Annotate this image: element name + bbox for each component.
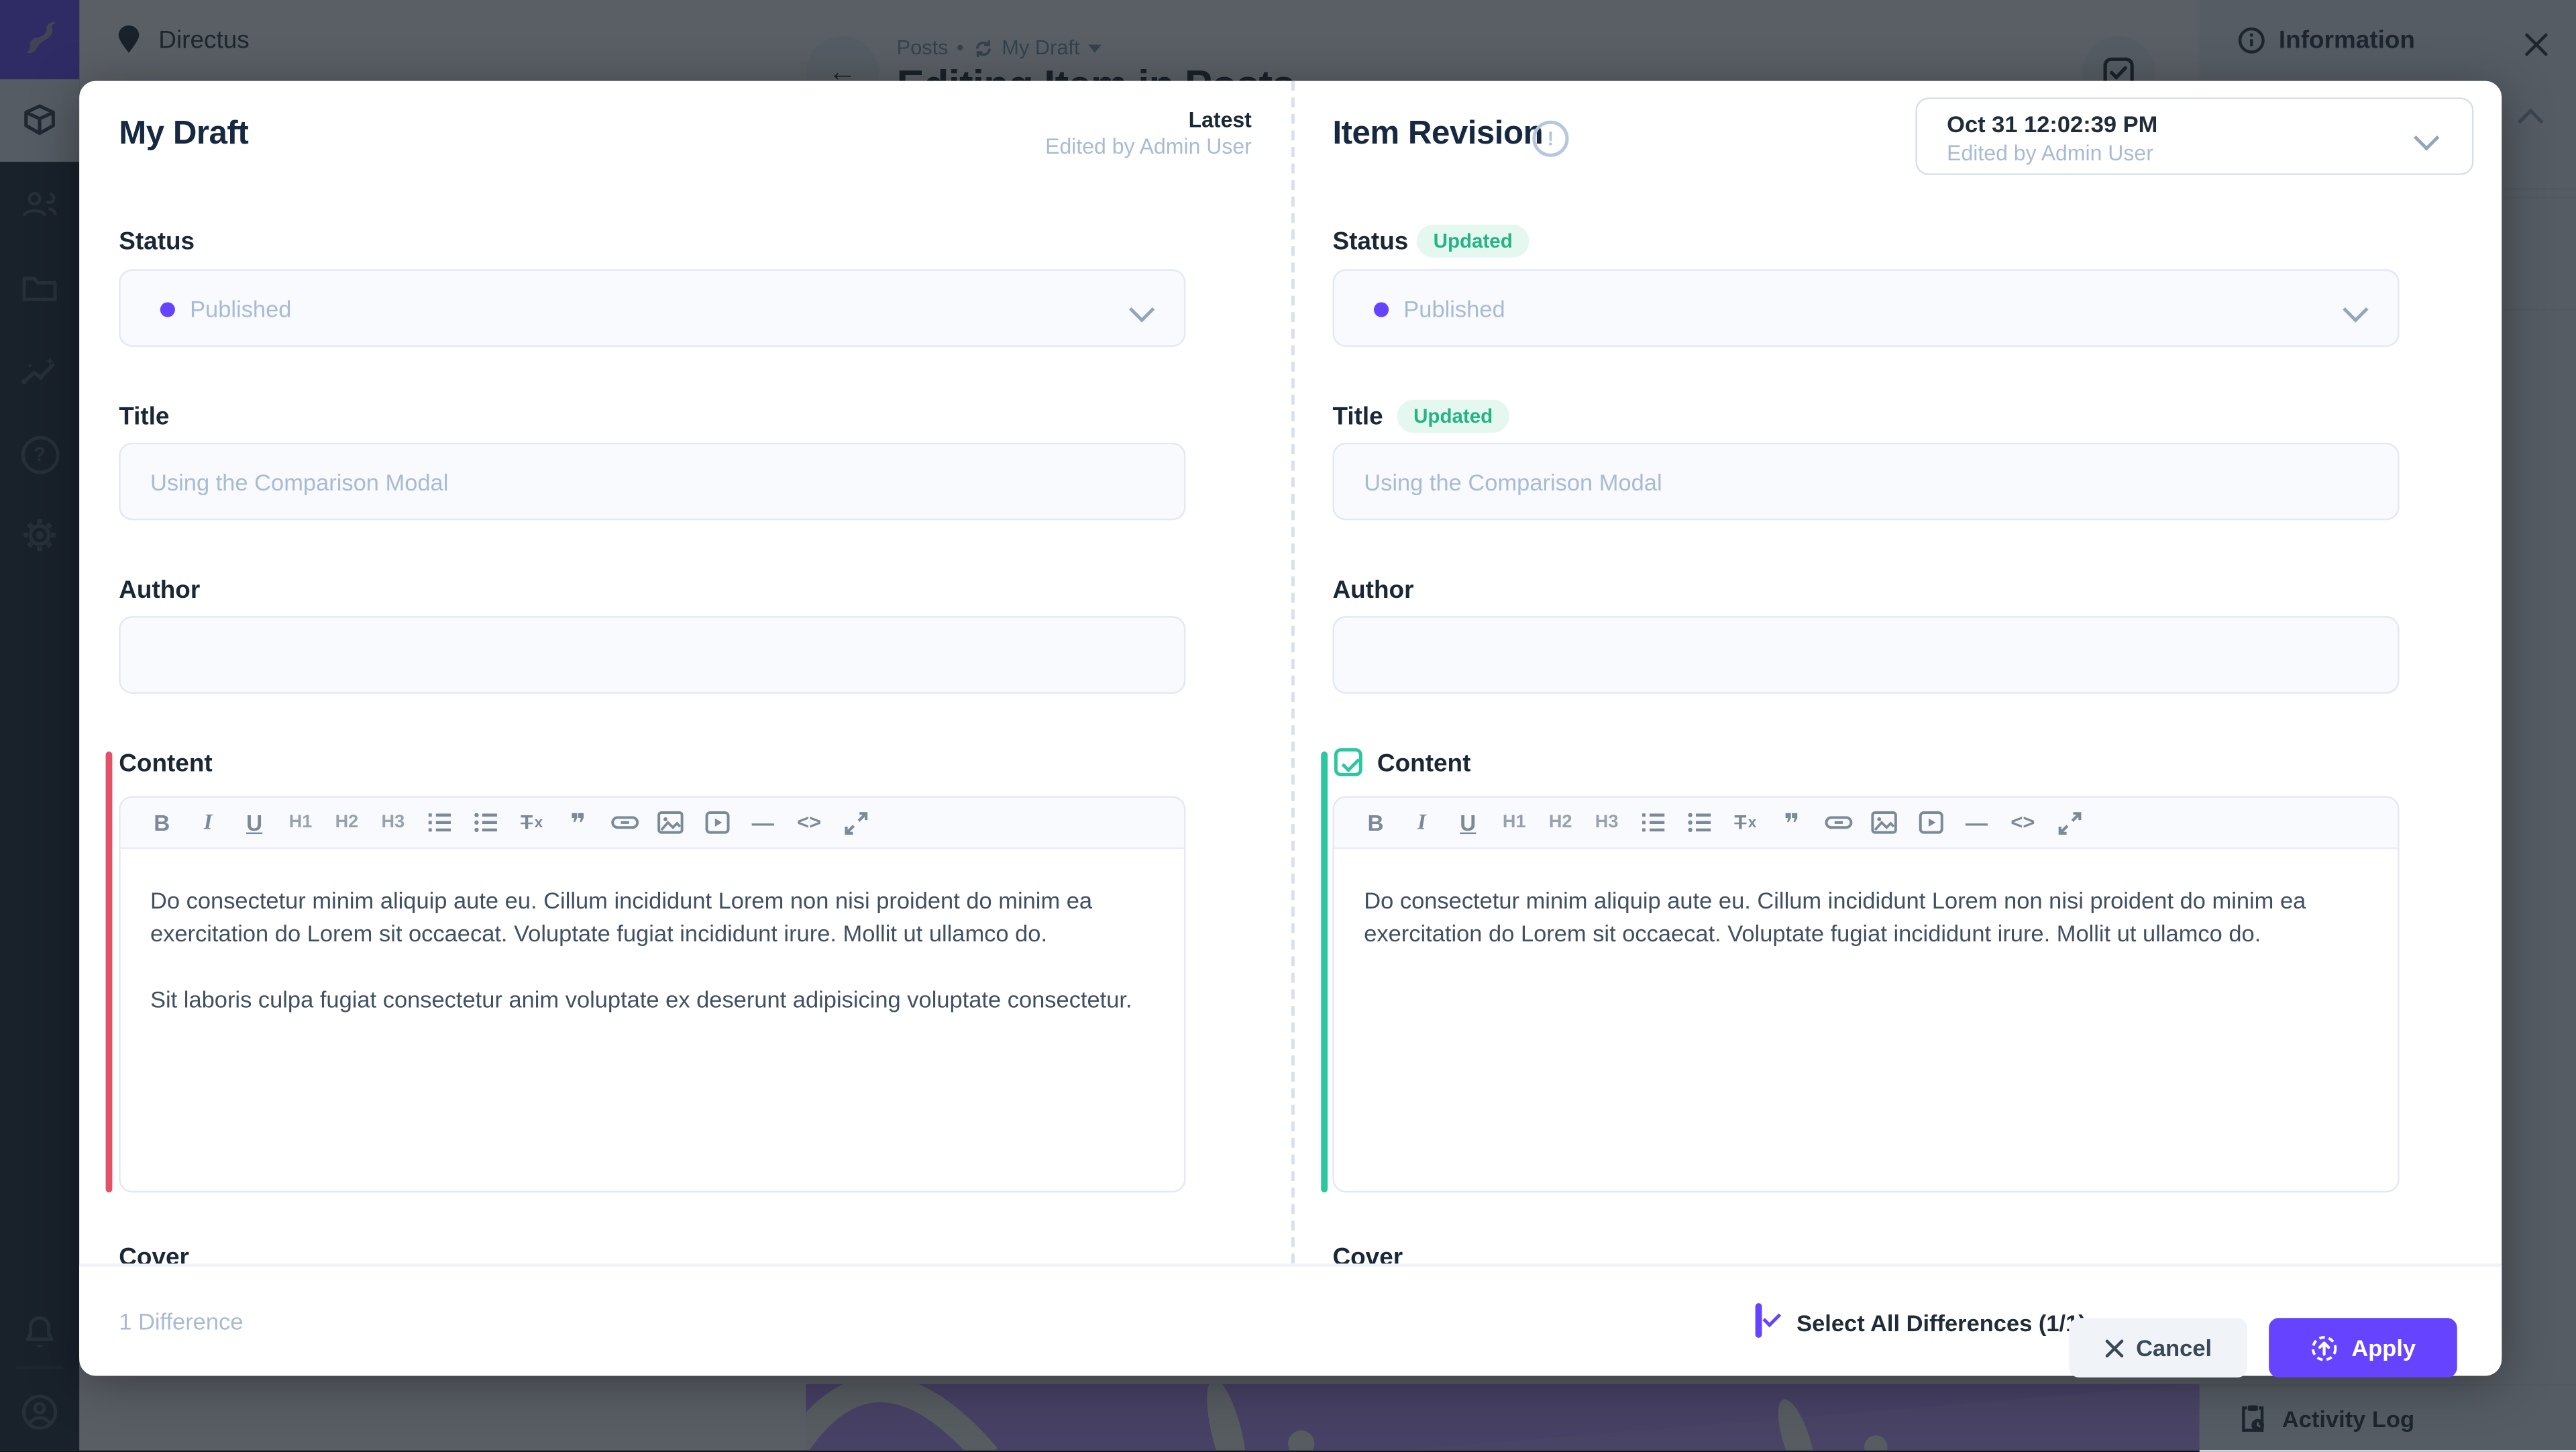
apply-label: Apply bbox=[2351, 1334, 2416, 1361]
clear-format-t: T bbox=[521, 811, 533, 835]
panel-divider bbox=[1291, 81, 1295, 1264]
title-value: Using the Comparison Modal bbox=[1364, 469, 1662, 496]
revision-select[interactable]: Oct 31 12:02:39 PM Edited by Admin User bbox=[1915, 97, 2474, 175]
video-icon[interactable] bbox=[1915, 806, 1945, 839]
field-label-status: Status bbox=[119, 227, 195, 256]
comparison-modal: My Draft Latest Edited by Admin User Sta… bbox=[79, 81, 2502, 1378]
status-select[interactable]: Published bbox=[119, 269, 1186, 347]
changed-accent-bar-left bbox=[105, 751, 113, 1193]
italic-icon[interactable]: I bbox=[1417, 809, 1426, 835]
content-paragraph: Sit laboris culpa fugiat consectetur ani… bbox=[150, 986, 1132, 1013]
horizontal-rule-icon[interactable]: — bbox=[1965, 810, 1988, 835]
content-paragraph: Do consectetur minim aliquip aute eu. Ci… bbox=[150, 886, 1093, 947]
author-input[interactable] bbox=[119, 616, 1186, 694]
updated-badge: Updated bbox=[1416, 224, 1529, 258]
editor-body-right[interactable]: Do consectetur minim aliquip aute eu. Ci… bbox=[1334, 849, 2398, 949]
right-panel-title: Item Revision bbox=[1332, 115, 1544, 152]
status-dot-icon bbox=[160, 302, 175, 317]
field-label-content: Content bbox=[119, 749, 213, 778]
field-label-title: Title bbox=[119, 403, 170, 431]
select-all-label[interactable]: Select All Differences (1/1) bbox=[1796, 1309, 2086, 1337]
code-icon[interactable]: <> bbox=[797, 811, 822, 835]
status-select[interactable]: Published bbox=[1332, 269, 2400, 347]
changed-accent-bar-right bbox=[1321, 751, 1328, 1193]
field-label-status: Status bbox=[1332, 227, 1409, 256]
underline-icon[interactable]: U bbox=[1460, 810, 1477, 835]
revision-editor: Edited by Admin User bbox=[1947, 140, 2153, 166]
meta-edited-by: Edited by Admin User bbox=[1045, 134, 1252, 159]
left-panel-meta: Latest Edited by Admin User bbox=[740, 107, 1252, 160]
field-label-title: Title bbox=[1332, 403, 1383, 431]
image-icon[interactable] bbox=[1869, 806, 1898, 839]
bullet-list-icon[interactable] bbox=[471, 806, 500, 839]
revision-info-icon[interactable]: ! bbox=[1532, 120, 1569, 157]
title-value: Using the Comparison Modal bbox=[150, 469, 449, 496]
underline-icon[interactable]: U bbox=[246, 810, 263, 835]
h2-icon[interactable]: H2 bbox=[1548, 813, 1572, 833]
bold-icon[interactable]: B bbox=[1367, 810, 1384, 835]
status-value: Published bbox=[1403, 295, 1505, 322]
difference-count: 1 Difference bbox=[119, 1308, 244, 1335]
clear-format-x: x bbox=[1748, 814, 1757, 831]
revision-timestamp: Oct 31 12:02:39 PM bbox=[1947, 110, 2158, 138]
author-input[interactable] bbox=[1332, 616, 2400, 694]
select-all-checkbox[interactable] bbox=[1755, 1303, 1762, 1338]
title-input[interactable]: Using the Comparison Modal bbox=[119, 442, 1186, 521]
content-paragraph: Do consectetur minim aliquip aute eu. Ci… bbox=[1364, 886, 2306, 947]
left-panel-title: My Draft bbox=[119, 115, 249, 152]
h3-icon[interactable]: H3 bbox=[381, 813, 405, 833]
ordered-list-icon[interactable] bbox=[1638, 806, 1668, 839]
fullscreen-icon[interactable] bbox=[841, 806, 870, 839]
content-diff-checkbox[interactable] bbox=[1334, 748, 1362, 776]
close-icon bbox=[2104, 1339, 2123, 1357]
status-dot-icon bbox=[1373, 302, 1389, 317]
chevron-down-icon bbox=[2414, 125, 2440, 151]
meta-latest: Latest bbox=[1188, 107, 1252, 132]
title-input[interactable]: Using the Comparison Modal bbox=[1332, 442, 2400, 521]
link-icon[interactable] bbox=[609, 806, 639, 839]
field-label-author: Author bbox=[1332, 576, 1414, 605]
h2-icon[interactable]: H2 bbox=[335, 813, 359, 833]
cancel-label: Cancel bbox=[2136, 1334, 2212, 1361]
clear-format-t: T bbox=[1734, 811, 1747, 835]
horizontal-rule-icon[interactable]: — bbox=[751, 810, 774, 835]
field-label-content: Content bbox=[1377, 749, 1471, 778]
apply-icon bbox=[2312, 1335, 2337, 1361]
apply-button[interactable]: Apply bbox=[2269, 1318, 2457, 1378]
fullscreen-icon[interactable] bbox=[2054, 806, 2084, 839]
chevron-down-icon bbox=[2343, 297, 2369, 323]
italic-icon[interactable]: I bbox=[203, 809, 213, 835]
link-icon[interactable] bbox=[1823, 806, 1853, 839]
bullet-list-icon[interactable] bbox=[1684, 806, 1714, 839]
video-icon[interactable] bbox=[702, 806, 731, 839]
clear-format-x: x bbox=[534, 814, 543, 831]
code-icon[interactable]: <> bbox=[2010, 811, 2035, 835]
updated-badge: Updated bbox=[1397, 399, 1509, 433]
cancel-button[interactable]: Cancel bbox=[2069, 1318, 2248, 1378]
blockquote-icon[interactable]: ❞ bbox=[570, 807, 586, 839]
ordered-list-icon[interactable] bbox=[425, 806, 454, 839]
image-icon[interactable] bbox=[655, 806, 685, 839]
status-value: Published bbox=[190, 295, 292, 322]
modal-footer: 1 Difference Select All Differences (1/1… bbox=[79, 1263, 2502, 1378]
h1-icon[interactable]: H1 bbox=[288, 813, 313, 833]
field-label-author: Author bbox=[119, 576, 201, 605]
h3-icon[interactable]: H3 bbox=[1595, 813, 1619, 833]
chevron-down-icon bbox=[1129, 297, 1155, 323]
blockquote-icon[interactable]: ❞ bbox=[1784, 807, 1800, 839]
editor-body-left[interactable]: Do consectetur minim aliquip aute eu. Ci… bbox=[121, 849, 1184, 1016]
bold-icon[interactable]: B bbox=[154, 810, 170, 835]
h1-icon[interactable]: H1 bbox=[1502, 813, 1526, 833]
